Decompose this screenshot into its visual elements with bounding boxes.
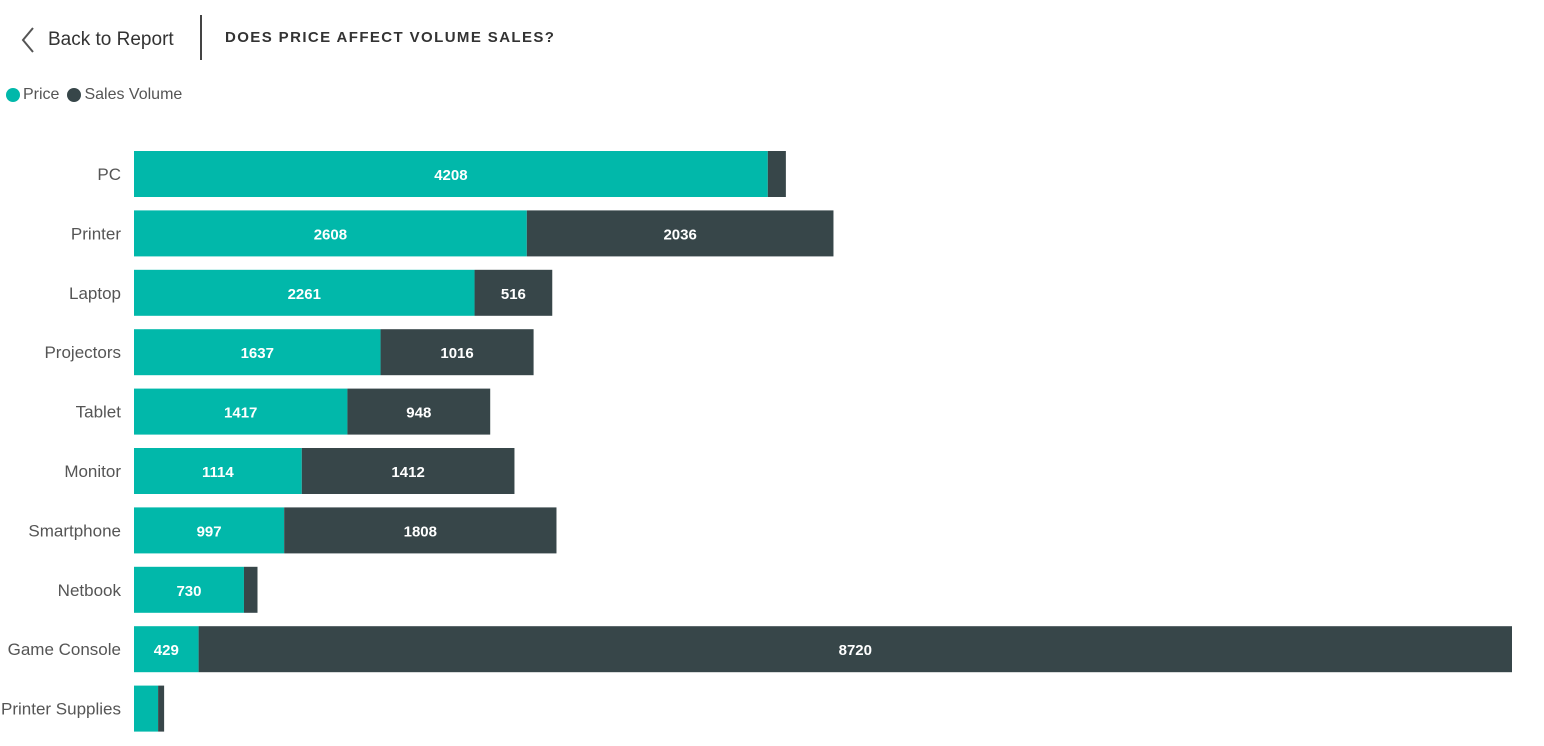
data-label: 429 [154, 642, 179, 659]
bar-segment-price[interactable] [134, 388, 348, 435]
header: Back to Report DOES PRICE AFFECT VOLUME … [0, 0, 1544, 80]
data-label: 1637 [241, 345, 274, 362]
data-label: 1417 [224, 405, 257, 422]
legend-item-price[interactable]: Price [6, 86, 59, 104]
bar-segment-sales-volume[interactable] [347, 388, 491, 435]
category-label: Smartphone [28, 521, 121, 540]
bar-segment-sales-volume[interactable] [474, 269, 553, 316]
data-label: 516 [501, 286, 526, 303]
bar-segment-price[interactable] [134, 685, 159, 732]
bar-segment-price[interactable] [134, 329, 381, 376]
category-label: Projectors [44, 343, 121, 362]
data-label: 2036 [663, 226, 696, 243]
bar-segment-price[interactable] [134, 269, 475, 316]
category-label: Printer [71, 224, 121, 243]
bar-segment-price[interactable] [134, 507, 285, 554]
legend-label-price: Price [23, 86, 60, 103]
data-label: 948 [406, 405, 431, 422]
data-label: 730 [176, 583, 201, 600]
back-label: Back to Report [48, 29, 174, 50]
legend-label-sales-volume: Sales Volume [84, 86, 183, 103]
data-label: 1412 [391, 464, 424, 481]
category-label: Monitor [64, 462, 121, 481]
legend-swatch-price [6, 88, 20, 102]
data-label: 4208 [434, 167, 467, 184]
category-label: Laptop [69, 284, 121, 303]
legend-swatch-sales-volume [67, 88, 82, 102]
bar-segment-sales-volume[interactable] [284, 507, 557, 554]
category-label: Netbook [58, 581, 122, 600]
data-label: 8720 [839, 642, 872, 659]
category-label: Game Console [8, 640, 121, 659]
data-label: 1016 [440, 345, 473, 362]
data-label: 2261 [288, 286, 321, 303]
bar-segment-sales-volume[interactable] [198, 626, 1512, 673]
page-title: DOES PRICE AFFECT VOLUME SALES? [225, 29, 556, 46]
legend-item-sales-volume[interactable]: Sales Volume [67, 86, 182, 104]
back-to-report-button[interactable]: Back to Report [20, 22, 174, 58]
header-divider [200, 15, 202, 60]
bar-segment-sales-volume[interactable] [243, 566, 258, 613]
data-label: 997 [197, 523, 222, 540]
bar-segment-price[interactable] [134, 210, 527, 257]
bar-segment-sales-volume[interactable] [158, 685, 165, 732]
category-label: Tablet [76, 403, 122, 422]
bar-segment-sales-volume[interactable] [301, 448, 515, 494]
bar-segment-price[interactable] [134, 566, 244, 613]
chart-legend: Price Sales Volume [6, 86, 190, 104]
category-label: PC [97, 165, 121, 184]
bar-segment-sales-volume[interactable] [380, 329, 534, 376]
category-label: Printer Supplies [1, 700, 121, 719]
bar-segment-price[interactable] [134, 626, 199, 673]
chevron-left-icon [20, 26, 36, 54]
bar-segment-price[interactable] [134, 151, 768, 197]
bar-segment-sales-volume[interactable] [526, 210, 834, 257]
bar-segment-price[interactable] [134, 448, 302, 494]
bar-segment-sales-volume[interactable] [767, 151, 786, 197]
data-label: 1114 [202, 464, 234, 481]
data-label: 1808 [404, 523, 437, 540]
data-label: 2608 [314, 226, 347, 243]
